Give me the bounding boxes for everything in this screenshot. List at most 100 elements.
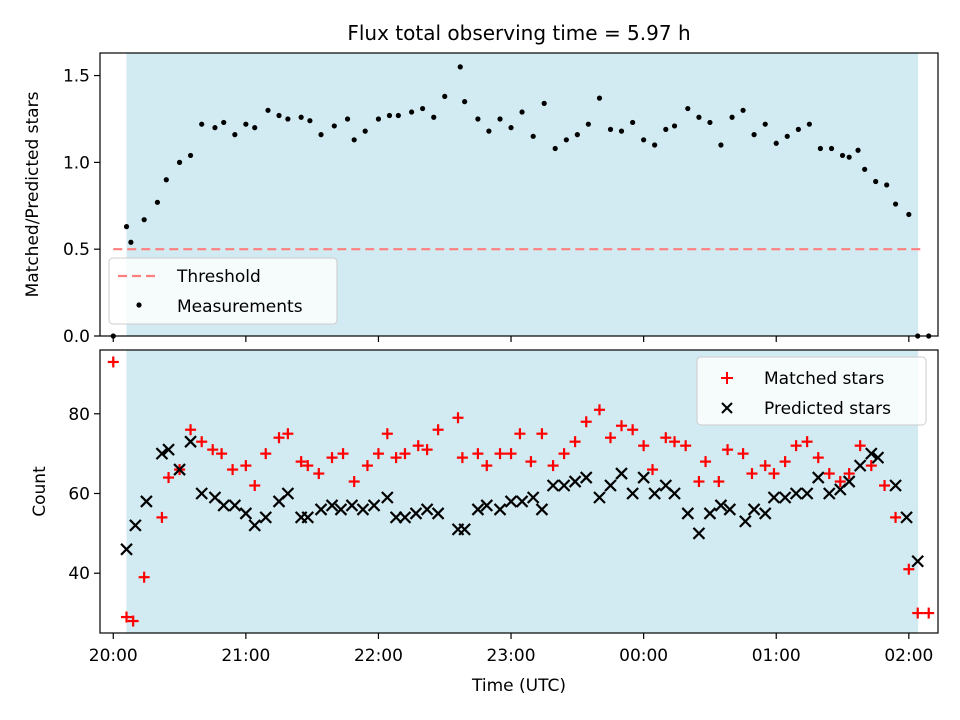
predicted-star-point: [120, 543, 133, 556]
matched-star-point: [514, 428, 526, 440]
predicted-star-point: [248, 519, 262, 532]
matched-star-point: [163, 472, 175, 484]
matched-star-point: [627, 424, 639, 436]
matched-star-point: [313, 468, 325, 480]
legend-matched-label: Matched stars: [764, 369, 884, 389]
predicted-star-point: [637, 471, 650, 484]
matched-star-point: [207, 444, 219, 456]
matched-star-point: [216, 448, 228, 460]
predicted-star-point: [367, 499, 381, 512]
predicted-star-point: [228, 499, 242, 512]
predicted-star-point: [911, 554, 924, 568]
matched-star-point: [127, 615, 139, 627]
matched-star-point: [505, 448, 517, 460]
predicted-star-point: [723, 503, 737, 516]
top-y-tick-label: 0.0: [63, 327, 90, 347]
measurement-point: [497, 116, 503, 122]
matched-star-point: [680, 440, 692, 452]
predicted-star-point: [789, 487, 803, 500]
predicted-star-point: [217, 499, 230, 512]
matched-star-point: [558, 448, 570, 460]
matched-star-point: [302, 460, 314, 472]
predicted-star-point: [593, 491, 606, 504]
measurement-point: [707, 119, 713, 126]
measurement-point: [846, 154, 852, 160]
measurement-point: [828, 145, 835, 152]
matched-star-point: [615, 420, 627, 432]
measurement-point: [362, 128, 368, 134]
measurement-point: [221, 119, 227, 126]
measurement-point: [855, 147, 861, 153]
predicted-star-point: [767, 491, 781, 504]
measurement-point: [784, 133, 790, 139]
predicted-star-point: [409, 507, 423, 520]
matched-star-point: [412, 440, 424, 452]
bottom-panel: 40 60 80 20:00 21:00 22:00 23:00 00:00 01:00 02:…: [30, 349, 939, 666]
matched-star-point: [843, 468, 855, 480]
matched-star-point: [912, 607, 924, 619]
predicted-star-point: [822, 487, 836, 500]
matched-star-point: [481, 460, 493, 472]
measurement-point: [375, 116, 382, 122]
predicted-star-point: [356, 503, 370, 516]
predicted-star-point: [431, 507, 445, 520]
matched-star-point: [121, 611, 133, 623]
matched-star-point: [759, 460, 771, 472]
matched-star-point: [185, 424, 197, 436]
predicted-star-point: [526, 491, 540, 504]
matched-star-point: [295, 456, 307, 468]
measurement-point: [276, 112, 282, 119]
measurement-point: [187, 152, 194, 159]
matched-star-point: [381, 428, 393, 440]
matched-star-point: [326, 452, 338, 464]
measurement-point: [795, 126, 801, 132]
x-tick-label: 20:00: [89, 646, 138, 666]
top-panel: 0.0 0.5 1.0 1.5 Matched/Predicted stars Thr…: [23, 52, 939, 347]
measurement-point: [163, 177, 169, 183]
predicted-star-point: [480, 499, 494, 512]
predicted-star-point: [778, 491, 792, 504]
measurement-point: [729, 114, 735, 120]
measurement-point: [408, 109, 415, 115]
predicted-star-point: [458, 523, 471, 536]
predicted-star-point: [648, 487, 661, 500]
measurement-point: [773, 140, 779, 146]
predicted-star-point: [155, 447, 169, 460]
measurement-point: [817, 145, 823, 152]
predicted-star-point: [853, 459, 867, 472]
matched-star-point: [713, 476, 725, 488]
predicted-star-point: [515, 495, 529, 508]
measurement-point: [420, 105, 426, 112]
matched-star-point: [790, 440, 802, 452]
predicted-star-point: [325, 499, 339, 512]
measurement-point: [596, 95, 603, 101]
matched-star-point: [494, 448, 506, 460]
measurement-point: [685, 105, 691, 112]
matched-star-point: [823, 468, 835, 480]
predicted-star-point: [557, 479, 571, 492]
predicted-star-point: [184, 435, 197, 448]
matched-star-point: [722, 444, 734, 456]
matched-star-point: [569, 436, 581, 448]
matched-star-point: [249, 480, 261, 492]
predicted-star-point: [281, 487, 295, 500]
legend-threshold-label: Threshold: [176, 267, 261, 287]
measurement-point: [906, 211, 912, 218]
top-y-ticks: 0.0 0.5 1.0 1.5: [63, 67, 100, 347]
predicted-star-point: [334, 503, 348, 516]
measurement-point: [395, 112, 401, 119]
measurement-point: [344, 116, 351, 122]
predicted-star-point: [398, 511, 412, 524]
matched-star-point: [890, 511, 902, 523]
matched-star-point: [337, 448, 349, 460]
predicted-star-point: [615, 467, 628, 480]
x-tick-label: 22:00: [354, 646, 403, 666]
predicted-star-point: [579, 471, 593, 484]
matched-star-point: [107, 356, 119, 368]
matched-star-point: [156, 511, 168, 523]
measurement-point: [806, 121, 812, 127]
legend-predicted-swatch: [721, 402, 733, 414]
predicted-star-point: [692, 527, 706, 540]
measurement-point: [519, 109, 525, 115]
